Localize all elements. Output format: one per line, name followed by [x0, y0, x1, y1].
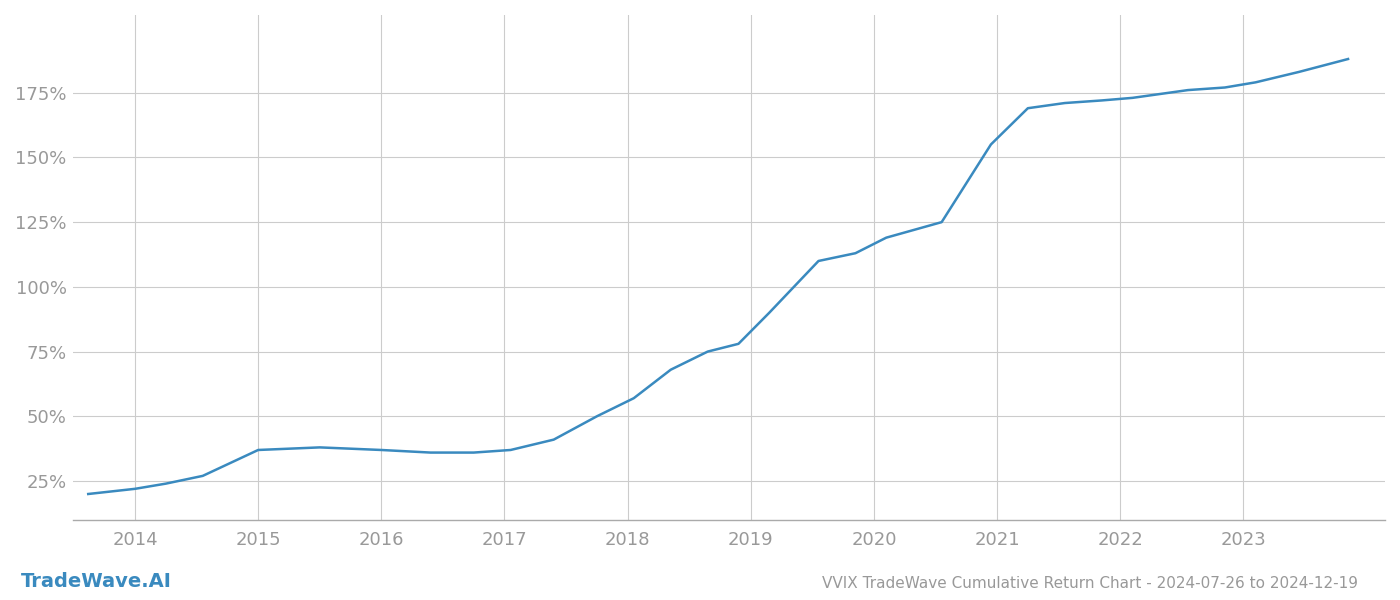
Text: TradeWave.AI: TradeWave.AI	[21, 572, 172, 591]
Text: VVIX TradeWave Cumulative Return Chart - 2024-07-26 to 2024-12-19: VVIX TradeWave Cumulative Return Chart -…	[822, 576, 1358, 591]
